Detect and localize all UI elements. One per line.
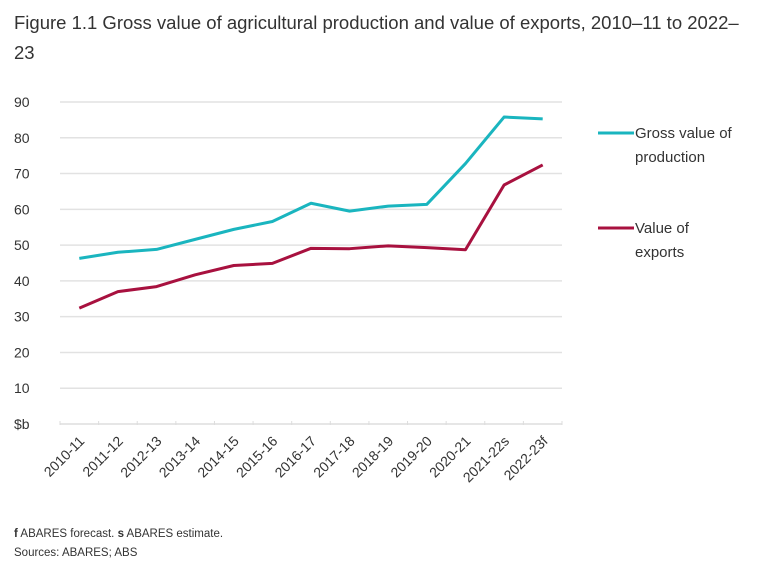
x-tick-label: 2018-19 <box>349 433 397 481</box>
y-tick-label: 60 <box>14 201 30 217</box>
legend-label: Value of exports <box>635 220 690 261</box>
x-tick-label: 2016-17 <box>271 433 319 481</box>
y-tick-label: 90 <box>14 94 30 110</box>
y-tick-label: $b <box>14 416 30 432</box>
y-tick-label: 40 <box>14 273 30 289</box>
x-tick-label: 2017-18 <box>310 433 358 481</box>
x-tick-label: 2013-14 <box>156 433 204 481</box>
x-tick-label: 2019-20 <box>387 433 435 481</box>
series-line-1 <box>78 163 544 310</box>
x-tick-label: 2015-16 <box>233 433 281 481</box>
footnote-f-key: f <box>14 528 18 540</box>
footnote: f ABARES forecast. s ABARES estimate. <box>14 528 223 540</box>
y-tick-label: 80 <box>14 130 30 146</box>
sources: Sources: ABARES; ABS <box>14 547 138 559</box>
footnote-f-text: ABARES forecast. <box>17 528 118 540</box>
x-tick-label: 2010-11 <box>41 433 88 480</box>
y-tick-label: 70 <box>14 166 30 182</box>
legend-label: Gross value of production <box>635 125 733 166</box>
y-tick-label: 50 <box>14 237 30 253</box>
y-tick-label: 30 <box>14 309 30 325</box>
chart-title: Figure 1.1 Gross value of agricultural p… <box>14 12 739 63</box>
y-tick-label: 10 <box>14 380 30 396</box>
footnote-s-text: ABARES estimate. <box>123 528 224 540</box>
y-tick-label: 20 <box>14 344 30 360</box>
footnote-s-key: s <box>117 528 124 540</box>
x-tick-label: 2014-15 <box>194 433 242 481</box>
x-tick-label: 2012-13 <box>117 433 165 481</box>
